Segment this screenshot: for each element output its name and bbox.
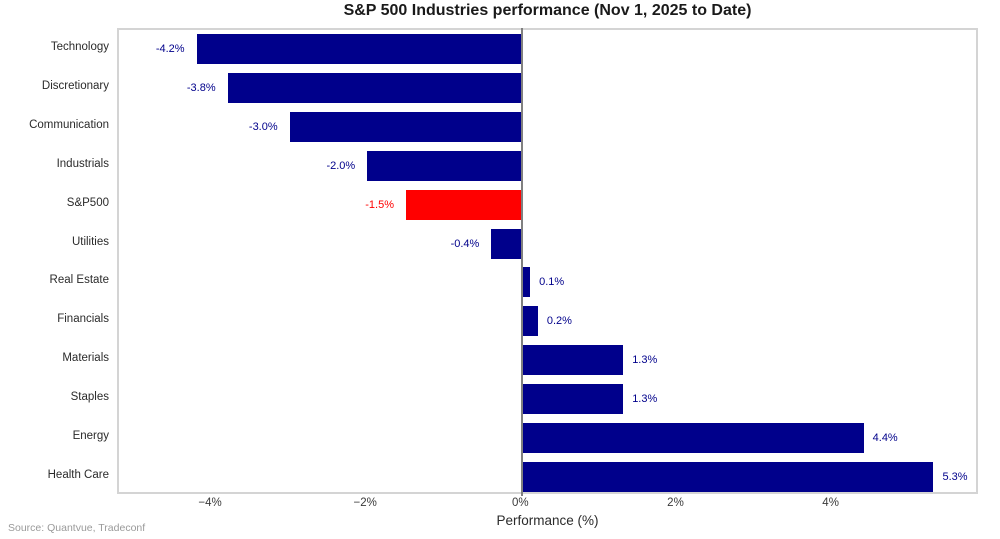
bar xyxy=(522,384,624,414)
value-label: -3.8% xyxy=(186,82,216,94)
x-tick-label: 2% xyxy=(667,497,684,509)
value-label: -3.0% xyxy=(248,121,278,133)
bar xyxy=(491,229,523,259)
category-label: Utilities xyxy=(71,236,109,248)
value-label: -4.2% xyxy=(155,43,185,55)
value-label: 5.3% xyxy=(942,471,968,483)
bar xyxy=(522,267,531,297)
category-label: Communication xyxy=(29,119,109,131)
chart-title: S&P 500 Industries performance (Nov 1, 2… xyxy=(343,2,752,19)
bar xyxy=(522,306,538,336)
x-axis-title: Performance (%) xyxy=(496,513,599,528)
value-label: 0.2% xyxy=(546,315,572,327)
plot-area: -4.2% -3.8% -3.0% -2.0% -1.5% -0.4% 0.1% 0.2% 1.… xyxy=(117,28,978,496)
value-label: 0.1% xyxy=(539,276,565,288)
category-label: Staples xyxy=(70,391,109,403)
x-tick-label: 4% xyxy=(822,497,839,509)
bar xyxy=(522,345,624,375)
bar xyxy=(367,151,523,181)
value-label: -2.0% xyxy=(326,160,356,172)
category-label: Discretionary xyxy=(41,80,109,92)
value-label: -1.5% xyxy=(365,199,394,211)
value-label: -0.4% xyxy=(450,238,480,250)
bar xyxy=(522,462,934,492)
bar xyxy=(522,423,864,453)
category-label: Industrials xyxy=(56,158,109,170)
bar xyxy=(406,190,523,220)
value-label: 1.3% xyxy=(632,354,658,366)
category-label: S&P500 xyxy=(66,197,109,209)
bar xyxy=(289,112,523,142)
x-axis-tick-labels: −4% −2% 0% 2% 4% xyxy=(117,497,978,511)
y-axis-category-labels: Technology Discretionary Communication Indu… xyxy=(0,28,109,494)
category-label: Health Care xyxy=(47,469,109,481)
category-label: Technology xyxy=(50,41,109,53)
x-tick-label: 0% xyxy=(512,497,529,509)
value-label: 4.4% xyxy=(872,432,898,444)
value-label: 1.3% xyxy=(632,393,658,405)
zero-baseline xyxy=(521,28,524,496)
x-tick-label: −2% xyxy=(353,497,377,509)
source-attribution: Source: Quantvue, Tradeconf xyxy=(8,522,146,534)
bar xyxy=(196,34,523,64)
bar xyxy=(227,73,523,103)
category-label: Energy xyxy=(72,430,109,442)
category-label: Materials xyxy=(62,352,109,364)
category-label: Real Estate xyxy=(49,274,109,286)
x-tick-label: −4% xyxy=(198,497,222,509)
category-label: Financials xyxy=(57,313,109,325)
